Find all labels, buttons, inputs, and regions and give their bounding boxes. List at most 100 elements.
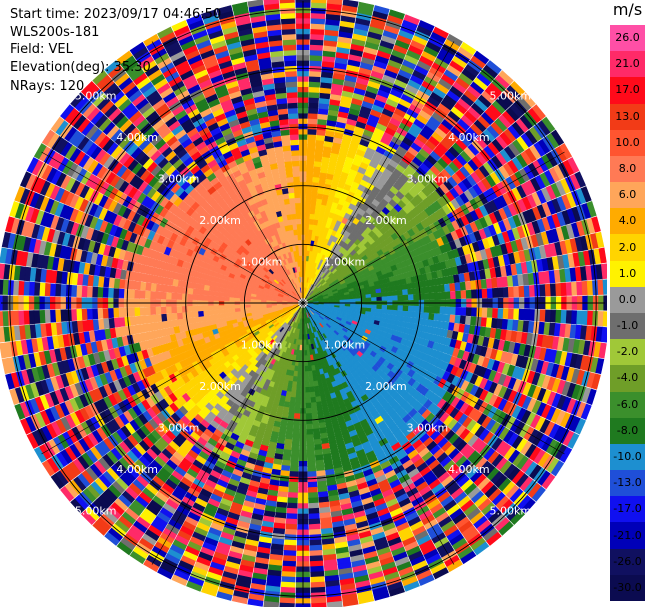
range-gate [292, 428, 300, 436]
range-gate [288, 407, 295, 414]
range-gate [539, 284, 547, 297]
range-gate [308, 229, 313, 236]
range-gate [439, 306, 446, 315]
range-gate [375, 308, 383, 314]
range-gate [381, 309, 388, 315]
range-gate [309, 555, 324, 562]
range-gate [355, 298, 362, 302]
range-gate [306, 154, 315, 162]
range-gate [413, 293, 420, 301]
range-gate [294, 402, 301, 409]
range-gate [312, 375, 318, 382]
range-gate [497, 308, 504, 319]
range-gate [309, 539, 322, 547]
range-gate [486, 288, 494, 299]
range-gate [303, 344, 307, 351]
range-gate [565, 310, 573, 324]
range-gate [290, 449, 300, 457]
range-gate [433, 285, 441, 293]
range-gate [392, 295, 399, 301]
range-gate [311, 192, 318, 199]
range-gate [307, 133, 317, 141]
range-gate [281, 576, 296, 583]
range-gate [298, 355, 302, 362]
range-gate [291, 386, 297, 393]
range-gate [428, 306, 436, 314]
range-gate [297, 371, 302, 378]
range-gate [287, 412, 295, 420]
range-gate [313, 385, 320, 393]
range-gate [434, 306, 441, 314]
range-gate [285, 523, 298, 531]
range-gate [358, 1, 375, 11]
range-gate [407, 305, 415, 312]
range-gate [305, 392, 311, 399]
range-gate [286, 507, 298, 515]
range-gate [304, 381, 310, 388]
range-gate [313, 213, 320, 221]
range-gate [528, 284, 536, 297]
range-gate [502, 308, 510, 320]
range-gate [355, 304, 362, 308]
range-gate [407, 294, 415, 301]
range-gate [307, 465, 317, 473]
range-gate [307, 139, 316, 146]
range-gate [286, 502, 298, 510]
range-gate [455, 306, 462, 316]
range-gate [309, 391, 316, 399]
range-gate [310, 576, 325, 583]
range-gate [296, 376, 302, 383]
range-gate [308, 86, 320, 93]
range-gate [307, 486, 318, 494]
range-gate [297, 365, 302, 372]
range-gate [381, 291, 388, 297]
range-gate [309, 218, 315, 225]
range-gate [381, 304, 388, 310]
range-gate [539, 309, 547, 322]
range-gate [486, 307, 494, 318]
range-gate [306, 423, 314, 430]
range-gate [305, 191, 312, 199]
range-gate [311, 407, 318, 414]
range-gate [309, 70, 322, 78]
range-gate [418, 20, 435, 32]
range-gate [444, 306, 452, 315]
range-gate [307, 123, 318, 130]
ppi-plot: 1.00km 1.00km 1.00km 1.00km 2.00km 2.00km 2.00… [0, 0, 607, 607]
range-gate [428, 292, 436, 300]
range-gate [306, 439, 315, 446]
range-gate [465, 289, 473, 299]
range-gate [294, 397, 301, 404]
range-gate [396, 310, 404, 317]
range-gate [497, 287, 504, 298]
range-gate [293, 370, 298, 377]
range-gate [213, 313, 221, 320]
range-gate [507, 286, 515, 298]
range-gate [282, 565, 296, 573]
range-gate [292, 375, 298, 383]
range-gate [308, 502, 320, 510]
range-gate [308, 518, 321, 525]
range-gate [465, 307, 473, 317]
range-gate [314, 443, 323, 451]
range-gate [307, 476, 318, 483]
range-gate [444, 291, 452, 300]
range-gate [492, 308, 499, 319]
range-gate [433, 313, 441, 321]
range-gate [288, 481, 299, 488]
range-gate [303, 350, 308, 357]
range-gate [492, 287, 499, 298]
range-gate [308, 375, 314, 383]
range-gate [309, 59, 322, 67]
range-gate [555, 309, 562, 324]
range-gate [304, 223, 310, 230]
range-gate [334, 299, 341, 303]
range-gate [314, 155, 323, 163]
range-gate [310, 17, 326, 25]
range-gate [288, 486, 299, 494]
range-gate [402, 289, 409, 296]
range-gate [307, 471, 317, 478]
range-gate [391, 290, 399, 297]
range-gate [310, 565, 324, 573]
